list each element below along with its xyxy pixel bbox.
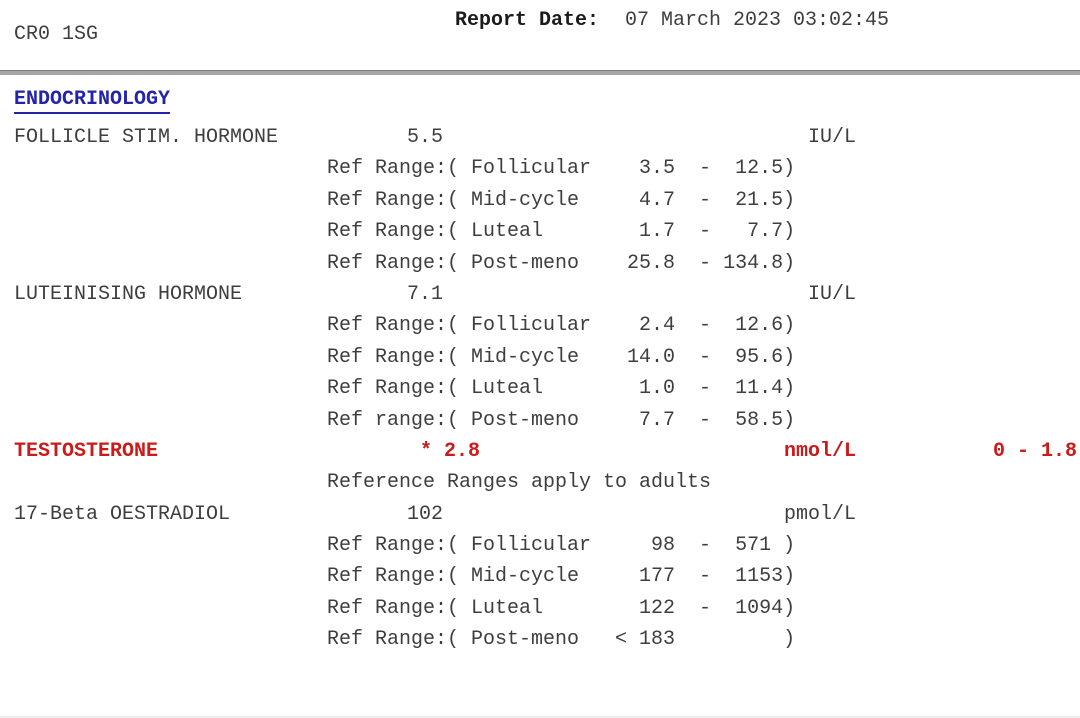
test-row-lh: LUTEINISING HORMONE 7.1 IU/L (0, 279, 1080, 310)
ref-range-text: Ref Range:( Post-meno < 183 ) (327, 628, 796, 652)
ref-range-row: Ref Range:( Mid-cycle 177 - 1153) (0, 561, 1080, 592)
ref-range-row: Ref Range:( Luteal 122 - 1094) (0, 593, 1080, 624)
section-link-endocrinology[interactable]: ENDOCRINOLOGY (14, 89, 171, 114)
ref-range-row: Ref Range:( Mid-cycle 14.0 - 95.6) (0, 342, 1080, 373)
ref-range-text: Ref Range:( Follicular 98 - 571 ) (327, 534, 796, 558)
test-row-oestradiol: 17-Beta OESTRADIOL 102 pmol/L (0, 499, 1080, 530)
test-row-fsh: FOLLICLE STIM. HORMONE 5.5 IU/L (0, 122, 1080, 153)
ref-range-text: Ref Range:( Luteal 1.0 - 11.4) (327, 377, 796, 401)
test-unit: nmol/L (783, 439, 856, 463)
report-date-value: 07 March 2023 03:02:45 (625, 9, 890, 32)
test-unit: IU/L (807, 282, 856, 306)
test-value: 102 (407, 502, 444, 526)
test-unit: pmol/L (783, 502, 856, 526)
ref-range-text: Ref Range:( Follicular 3.5 - 12.5) (327, 157, 796, 181)
ref-range-text: Ref Range:( Luteal 1.7 - 7.7) (327, 220, 796, 244)
ref-range-row: Ref Range:( Post-meno 25.8 - 134.8) (0, 248, 1080, 279)
ref-range-text: Ref range:( Post-meno 7.7 - 58.5) (327, 408, 796, 432)
ref-note-text: Reference Ranges apply to adults (327, 471, 712, 495)
test-value: 5.5 (407, 126, 444, 149)
ref-range-text: Ref Range:( Follicular 2.4 - 12.6) (327, 314, 796, 338)
ref-range-text: Ref Range:( Mid-cycle 4.7 - 21.5) (327, 188, 796, 212)
patient-postcode: CR0 1SG (14, 23, 99, 46)
ref-range-row: Ref Range:( Follicular 98 - 571 ) (0, 530, 1080, 561)
bottom-divider (0, 716, 1080, 718)
ref-range-row: Ref range:( Post-meno 7.7 - 58.5) (0, 405, 1080, 436)
ref-range-row: Ref Range:( Follicular 2.4 - 12.6) (0, 310, 1080, 341)
test-name: FOLLICLE STIM. HORMONE (14, 126, 279, 149)
ref-range-row: Ref Range:( Follicular 3.5 - 12.5) (0, 153, 1080, 184)
test-unit: IU/L (807, 126, 856, 149)
test-name: LUTEINISING HORMONE (14, 282, 243, 306)
test-name: TESTOSTERONE (14, 439, 159, 463)
test-value: 7.1 (407, 282, 444, 306)
ref-range-text: Ref Range:( Mid-cycle 177 - 1153) (327, 565, 796, 589)
test-value-flagged: * 2.8 (420, 439, 481, 463)
ref-range-row: Ref Range:( Post-meno < 183 ) (0, 624, 1080, 655)
report-date-label: Report Date: (455, 9, 600, 32)
ref-range-row: Ref Range:( Luteal 1.0 - 11.4) (0, 373, 1080, 404)
ref-range-row: Ref Range:( Mid-cycle 4.7 - 21.5) (0, 185, 1080, 216)
ref-range-text: Ref Range:( Post-meno 25.8 - 134.8) (327, 251, 796, 275)
ref-range-row: Ref Range:( Luteal 1.7 - 7.7) (0, 216, 1080, 247)
results-table: FOLLICLE STIM. HORMONE 5.5 IU/L Ref Rang… (0, 122, 1080, 656)
header-divider (0, 70, 1080, 75)
ref-note-row: Reference Ranges apply to adults (0, 467, 1080, 498)
ref-range-text: Ref Range:( Luteal 122 - 1094) (327, 596, 796, 620)
ref-range-text: Ref Range:( Mid-cycle 14.0 - 95.6) (327, 345, 796, 369)
test-name: 17-Beta OESTRADIOL (14, 502, 231, 526)
test-reference-range: 0 - 1.8 (992, 439, 1077, 463)
test-row-testosterone-abnormal: TESTOSTERONE * 2.8 nmol/L 0 - 1.8 (0, 436, 1080, 467)
